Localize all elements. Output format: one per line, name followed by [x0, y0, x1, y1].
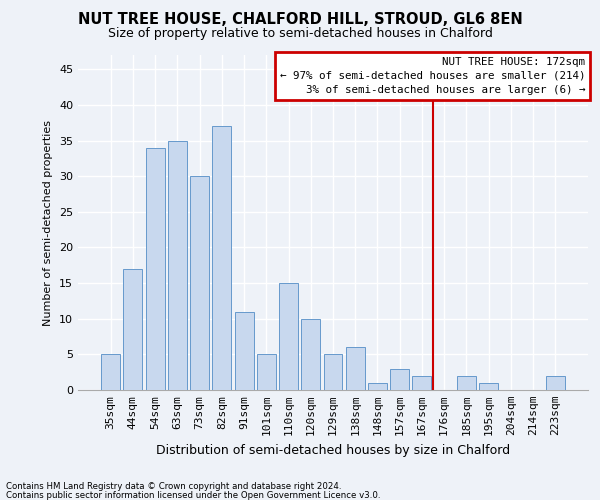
- Text: Contains public sector information licensed under the Open Government Licence v3: Contains public sector information licen…: [6, 490, 380, 500]
- Y-axis label: Number of semi-detached properties: Number of semi-detached properties: [43, 120, 53, 326]
- Bar: [257, 354, 276, 390]
- Bar: [457, 376, 476, 390]
- Text: Contains HM Land Registry data © Crown copyright and database right 2024.: Contains HM Land Registry data © Crown c…: [6, 482, 341, 491]
- Bar: [479, 383, 498, 390]
- Bar: [546, 376, 565, 390]
- Bar: [212, 126, 231, 390]
- Text: NUT TREE HOUSE, CHALFORD HILL, STROUD, GL6 8EN: NUT TREE HOUSE, CHALFORD HILL, STROUD, G…: [77, 12, 523, 28]
- Bar: [124, 269, 142, 390]
- Bar: [101, 354, 120, 390]
- Bar: [146, 148, 164, 390]
- Bar: [346, 347, 365, 390]
- Bar: [190, 176, 209, 390]
- Bar: [279, 283, 298, 390]
- Text: NUT TREE HOUSE: 172sqm
← 97% of semi-detached houses are smaller (214)
3% of sem: NUT TREE HOUSE: 172sqm ← 97% of semi-det…: [280, 56, 586, 94]
- Bar: [235, 312, 254, 390]
- X-axis label: Distribution of semi-detached houses by size in Chalford: Distribution of semi-detached houses by …: [156, 444, 510, 456]
- Bar: [390, 368, 409, 390]
- Bar: [368, 383, 387, 390]
- Bar: [168, 140, 187, 390]
- Text: Size of property relative to semi-detached houses in Chalford: Size of property relative to semi-detach…: [107, 28, 493, 40]
- Bar: [412, 376, 431, 390]
- Bar: [301, 318, 320, 390]
- Bar: [323, 354, 343, 390]
